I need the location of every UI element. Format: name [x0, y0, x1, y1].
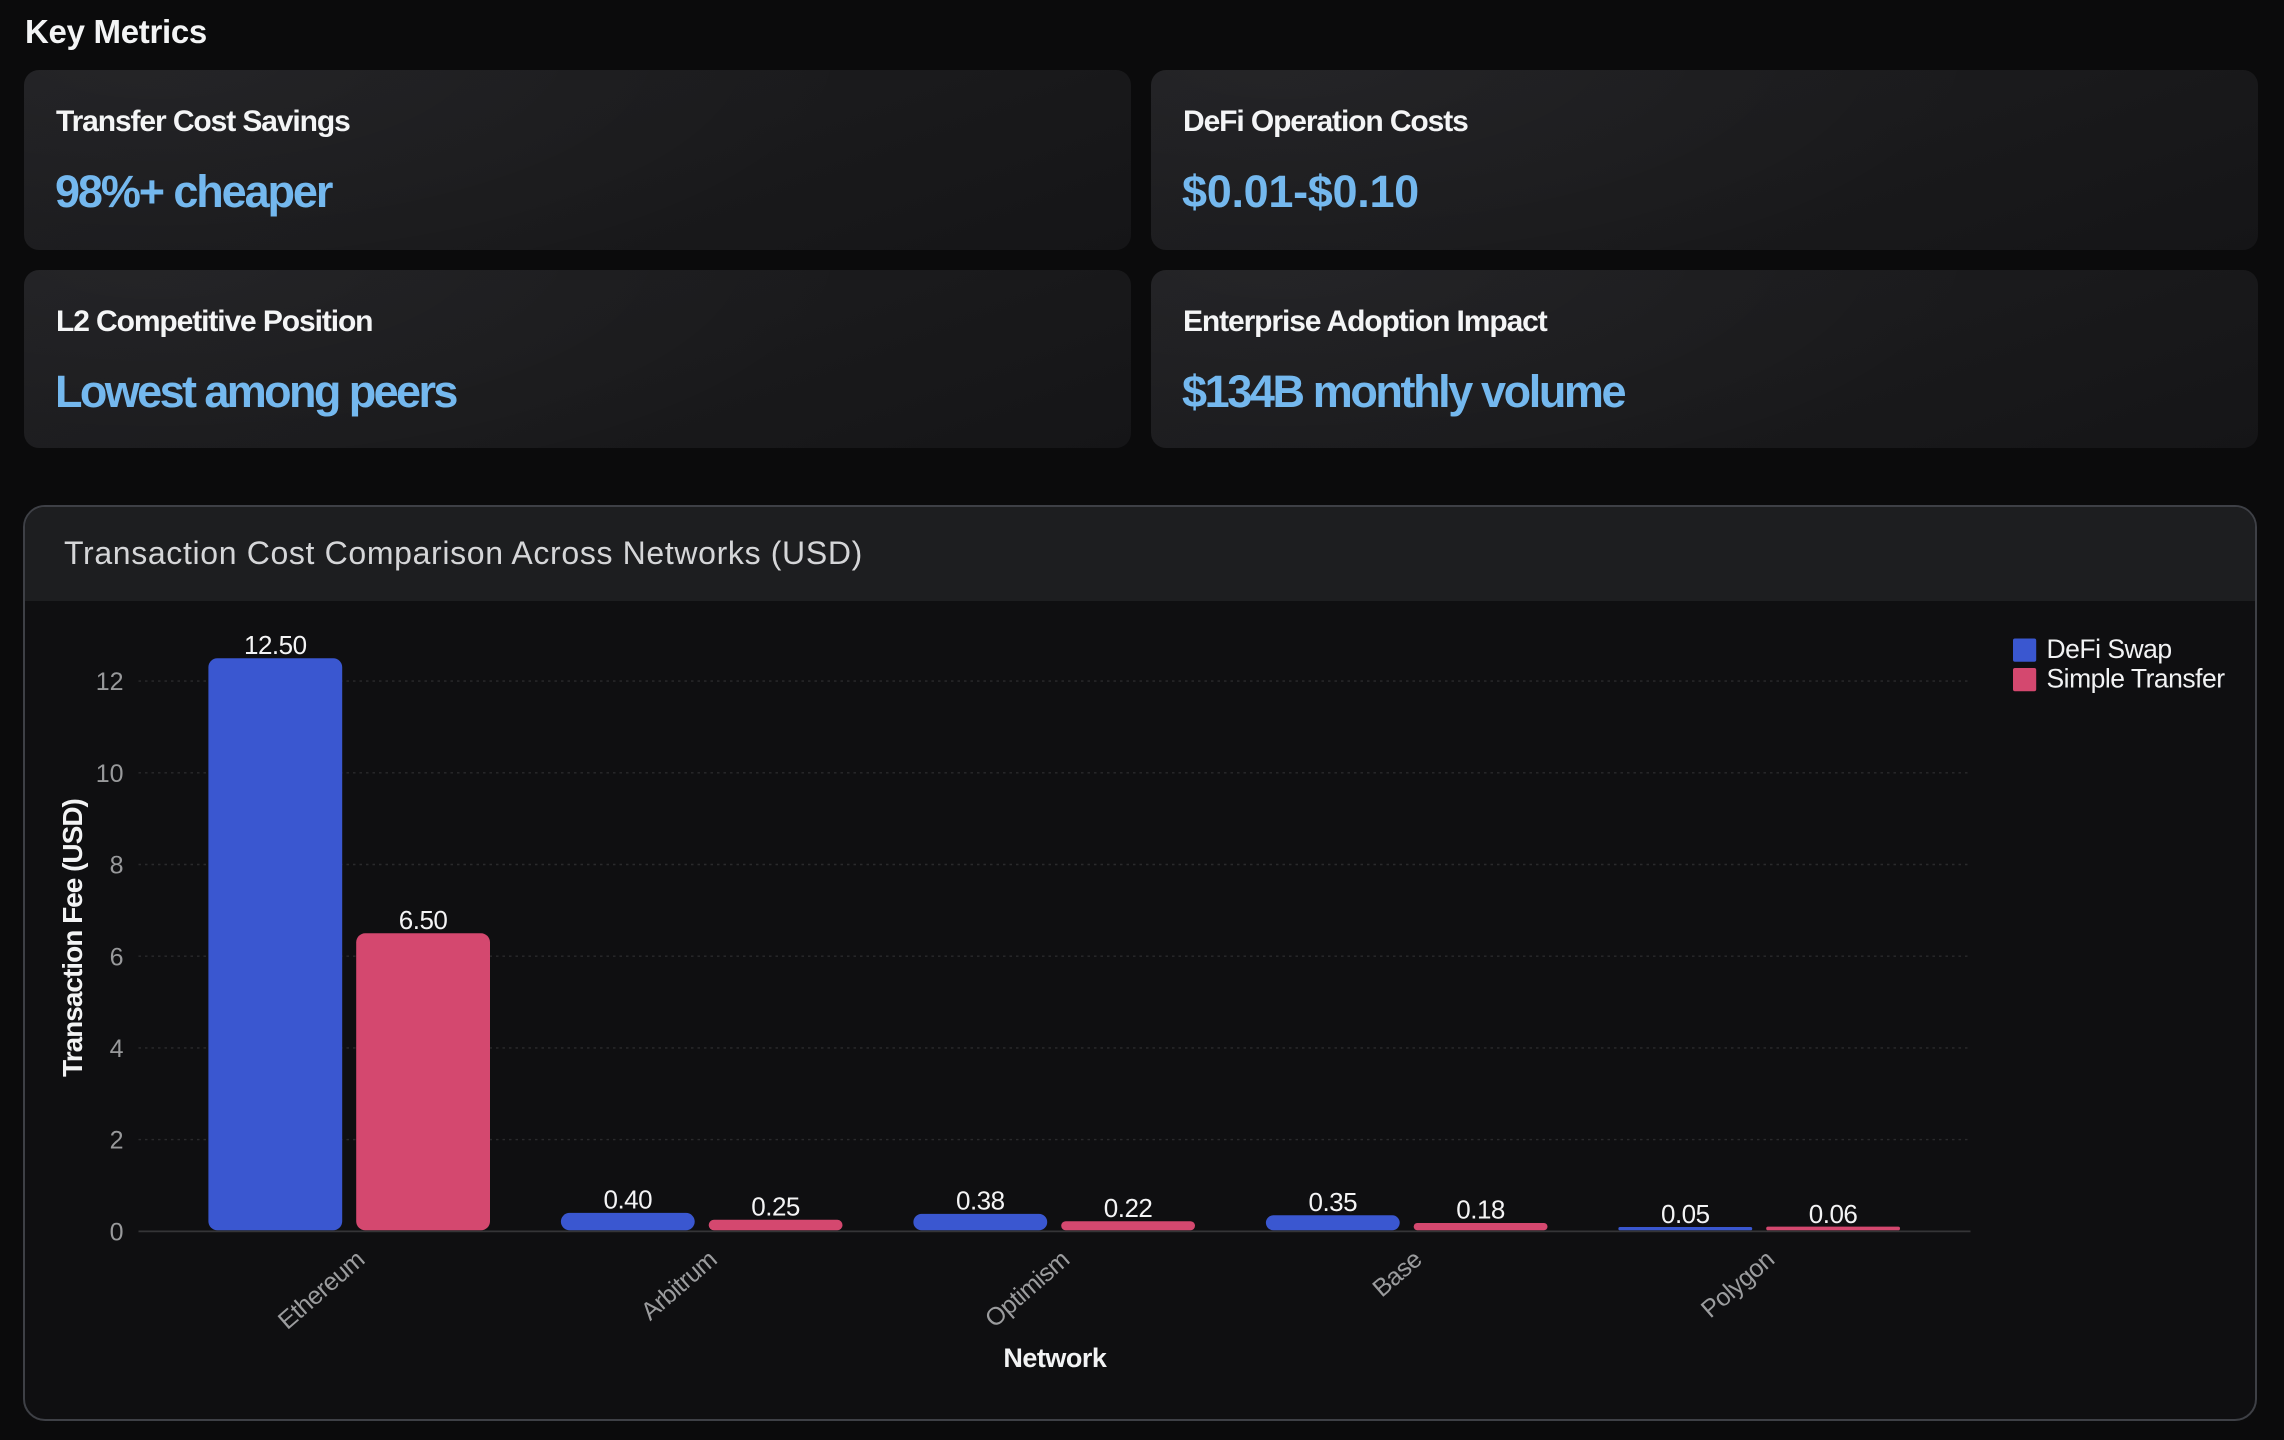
svg-text:12.50: 12.50 — [244, 630, 307, 660]
svg-text:0.40: 0.40 — [603, 1185, 652, 1215]
svg-text:6: 6 — [110, 943, 124, 971]
svg-text:Base: Base — [1367, 1245, 1427, 1302]
svg-text:0.25: 0.25 — [751, 1192, 800, 1222]
svg-text:0.06: 0.06 — [1809, 1199, 1858, 1229]
svg-text:8: 8 — [110, 852, 124, 880]
svg-text:0.22: 0.22 — [1104, 1193, 1153, 1223]
svg-text:4: 4 — [110, 1035, 124, 1063]
svg-text:Polygon: Polygon — [1696, 1245, 1780, 1323]
svg-text:12: 12 — [96, 668, 124, 696]
svg-text:Arbitrum: Arbitrum — [636, 1245, 723, 1325]
svg-text:Network: Network — [1003, 1343, 1108, 1373]
svg-text:Ethereum: Ethereum — [273, 1245, 370, 1335]
svg-text:0.18: 0.18 — [1456, 1195, 1505, 1225]
svg-text:Transaction Fee (USD): Transaction Fee (USD) — [57, 799, 88, 1077]
svg-text:0.35: 0.35 — [1308, 1187, 1357, 1217]
svg-text:Optimism: Optimism — [980, 1245, 1075, 1333]
svg-text:10: 10 — [96, 760, 124, 788]
svg-text:Simple Transfer: Simple Transfer — [2047, 663, 2226, 693]
svg-text:2: 2 — [110, 1127, 124, 1155]
svg-text:6.50: 6.50 — [399, 905, 448, 935]
svg-text:0: 0 — [110, 1219, 124, 1247]
svg-text:0.38: 0.38 — [956, 1186, 1005, 1216]
svg-text:0.05: 0.05 — [1661, 1199, 1710, 1229]
svg-text:DeFi Swap: DeFi Swap — [2047, 634, 2172, 664]
